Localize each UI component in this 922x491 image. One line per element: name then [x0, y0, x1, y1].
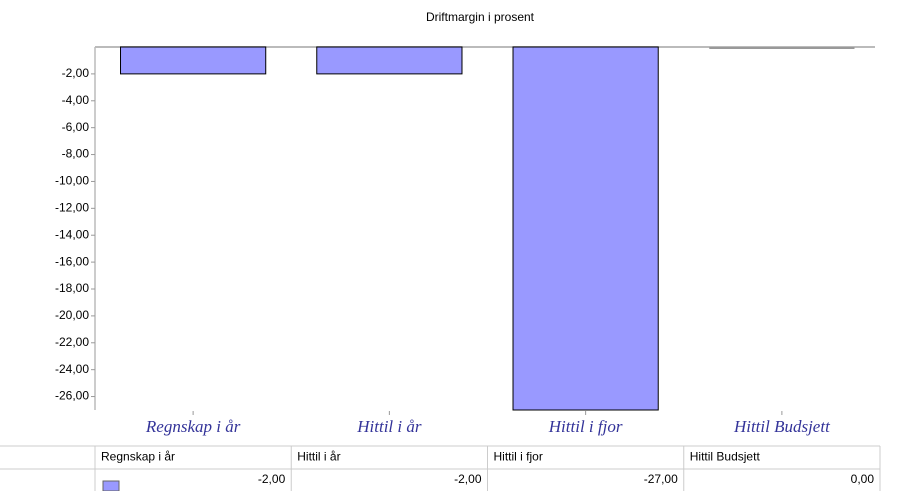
table-value: 0,00	[851, 472, 875, 486]
y-tick-label: -6,00	[62, 120, 90, 134]
y-tick-label: -24,00	[55, 362, 89, 376]
y-tick-label: -14,00	[55, 227, 89, 241]
y-tick-label: -2,00	[62, 66, 90, 80]
x-tick-label: Hittil i fjor	[548, 417, 623, 436]
table-header: Hittil Budsjett	[690, 450, 761, 464]
y-tick-label: -4,00	[62, 93, 90, 107]
table-header: Hittil i år	[297, 450, 340, 464]
bar	[316, 46, 463, 75]
table-value: -27,00	[644, 472, 678, 486]
y-tick-label: -18,00	[55, 281, 89, 295]
table-value: -2,00	[454, 472, 482, 486]
y-tick-label: -12,00	[55, 201, 89, 215]
x-tick-label: Hittil Budsjett	[733, 417, 831, 436]
y-tick-label: -26,00	[55, 389, 89, 403]
bar	[709, 47, 855, 49]
table-header: Hittil i fjor	[494, 450, 543, 464]
y-tick-label: -10,00	[55, 174, 89, 188]
table-header: Regnskap i år	[101, 450, 175, 464]
table-value: -2,00	[258, 472, 286, 486]
y-tick-label: -22,00	[55, 335, 89, 349]
x-tick-label: Regnskap i år	[145, 417, 241, 436]
y-tick-label: -8,00	[62, 147, 90, 161]
y-tick-label: -16,00	[55, 254, 89, 268]
legend-swatch	[102, 480, 120, 491]
chart-title: Driftmargin i prosent	[426, 10, 535, 24]
bar	[120, 46, 267, 75]
bar	[512, 46, 659, 411]
y-tick-label: -20,00	[55, 308, 89, 322]
x-tick-label: Hittil i år	[356, 417, 422, 436]
